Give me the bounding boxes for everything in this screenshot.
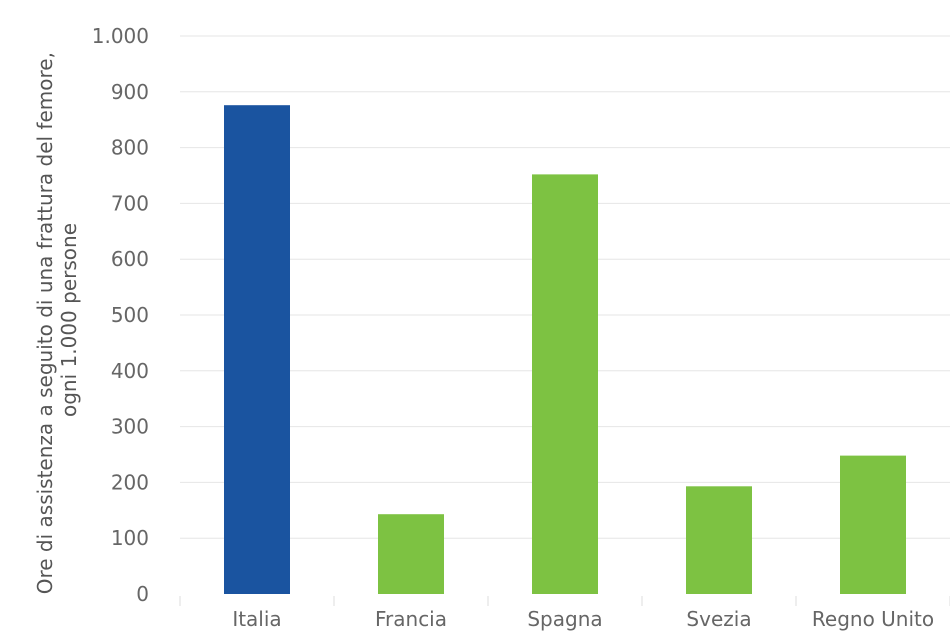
category-separators — [179, 596, 950, 606]
y-tick-label: 900 — [111, 80, 149, 104]
y-axis-title-line-2: ogni 1.000 persone — [57, 223, 81, 417]
y-axis-title: Ore di assistenza a seguito di una fratt… — [33, 46, 81, 595]
bar-regno-unito — [840, 455, 906, 594]
x-tick-label: Spagna — [527, 607, 602, 631]
bars — [224, 105, 906, 594]
y-tick-label: 100 — [111, 526, 149, 550]
x-tick-label: Regno Unito — [812, 607, 934, 631]
y-tick-label: 400 — [111, 359, 149, 383]
y-tick-label: 800 — [111, 136, 149, 160]
y-tick-label: 600 — [111, 247, 149, 271]
y-tick-label: 500 — [111, 303, 149, 327]
y-tick-label: 700 — [111, 191, 149, 215]
y-tick-label: 0 — [136, 582, 149, 606]
y-tick-label: 200 — [111, 470, 149, 494]
x-tick-label: Francia — [375, 607, 447, 631]
bar-italia — [224, 105, 290, 594]
y-tick-label: 1.000 — [92, 24, 149, 48]
bar-svezia — [686, 486, 752, 594]
x-tick-label: Italia — [232, 607, 281, 631]
x-axis-tick-labels: Italia Francia Spagna Svezia Regno Unito — [232, 607, 934, 631]
y-axis-tick-labels: 0 100 200 300 400 500 600 700 800 900 1.000 — [92, 24, 149, 606]
y-tick-label: 300 — [111, 415, 149, 439]
bar-francia — [378, 514, 444, 594]
x-tick-label: Svezia — [686, 607, 751, 631]
y-axis-title-line-1: Ore di assistenza a seguito di una fratt… — [33, 52, 57, 594]
bar-spagna — [532, 174, 598, 594]
